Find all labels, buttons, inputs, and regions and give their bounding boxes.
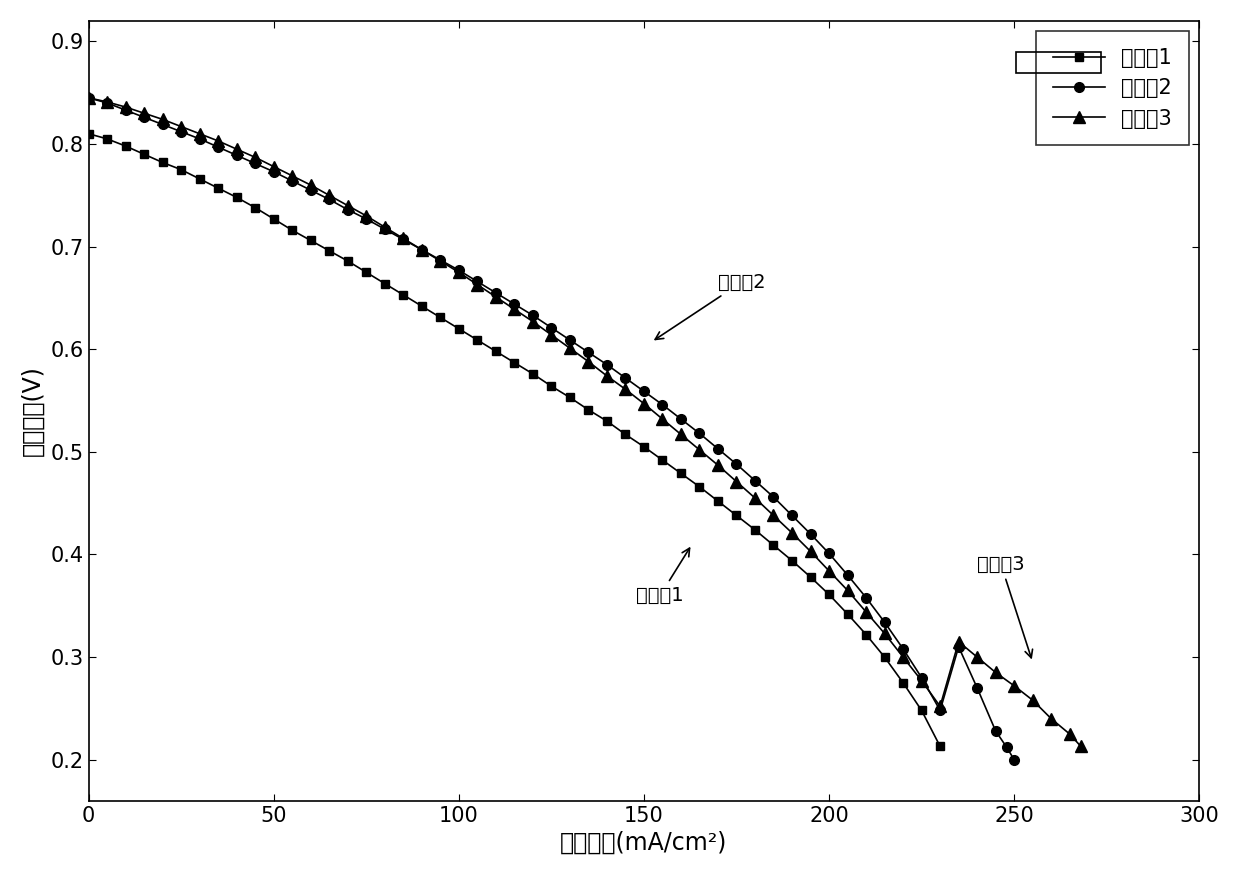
X-axis label: 电流密度(mA/cm²): 电流密度(mA/cm²) [560, 831, 728, 855]
实施例3 [192, 129, 207, 139]
实施例3 [451, 267, 466, 278]
实施例1 [81, 129, 95, 139]
实施例3 [267, 161, 281, 172]
实施例1 [470, 335, 485, 345]
实施例3 [321, 190, 336, 201]
实施例1 [267, 214, 281, 224]
实施例1 [841, 609, 856, 619]
实施例1 [433, 312, 448, 322]
实施例1 [599, 416, 614, 427]
实施例2 [655, 399, 670, 410]
实施例1 [396, 290, 410, 300]
实施例3 [970, 652, 985, 662]
实施例1 [321, 245, 336, 256]
Legend: 实施例1, 实施例2, 实施例3: 实施例1, 实施例2, 实施例3 [1037, 32, 1189, 145]
实施例1 [914, 705, 929, 716]
实施例2 [414, 244, 429, 255]
实施例1 [618, 429, 632, 440]
实施例1 [118, 141, 133, 152]
实施例2 [1007, 754, 1022, 765]
实施例1 [673, 468, 688, 478]
实施例1 [340, 256, 355, 266]
实施例1 [229, 192, 244, 202]
实施例1 [563, 392, 578, 403]
实施例1 [655, 455, 670, 465]
实施例1 [804, 572, 818, 583]
实施例1 [136, 149, 151, 159]
实施例1 [304, 235, 319, 245]
实施例3 [81, 93, 95, 103]
实施例1 [99, 134, 114, 145]
实施例1 [895, 677, 910, 688]
实施例1 [192, 173, 207, 184]
实施例1 [155, 157, 170, 167]
实施例1 [174, 165, 188, 175]
Text: 实施例3: 实施例3 [977, 555, 1033, 658]
实施例3 [1074, 741, 1089, 752]
实施例1 [285, 225, 300, 236]
实施例1 [729, 510, 744, 520]
实施例1 [858, 629, 873, 639]
实施例1 [451, 323, 466, 334]
实施例1 [877, 652, 892, 662]
实施例2 [951, 641, 966, 652]
实施例1 [711, 496, 725, 506]
实施例1 [932, 741, 947, 752]
Line: 实施例2: 实施例2 [83, 93, 1019, 765]
实施例1 [822, 590, 837, 600]
实施例1 [526, 369, 541, 379]
Line: 实施例3: 实施例3 [83, 92, 1086, 752]
实施例2 [155, 119, 170, 130]
Line: 实施例1: 实施例1 [84, 130, 945, 751]
实施例2 [81, 93, 95, 103]
实施例1 [489, 346, 503, 357]
Text: 实施例2: 实施例2 [655, 272, 765, 340]
实施例1 [692, 482, 707, 492]
实施例3 [1063, 729, 1078, 739]
实施例1 [211, 183, 226, 194]
Y-axis label: 电池电压(V): 电池电压(V) [21, 365, 45, 456]
实施例1 [580, 405, 595, 415]
实施例1 [414, 300, 429, 311]
实施例1 [377, 279, 392, 289]
实施例1 [507, 357, 522, 368]
Text: 实施例1: 实施例1 [636, 548, 689, 604]
实施例1 [248, 202, 263, 213]
实施例1 [358, 267, 373, 278]
实施例1 [544, 381, 559, 392]
实施例1 [785, 555, 800, 566]
实施例1 [636, 442, 651, 452]
实施例1 [766, 540, 781, 550]
实施例2 [692, 428, 707, 439]
实施例2 [526, 310, 541, 321]
实施例1 [748, 525, 763, 535]
